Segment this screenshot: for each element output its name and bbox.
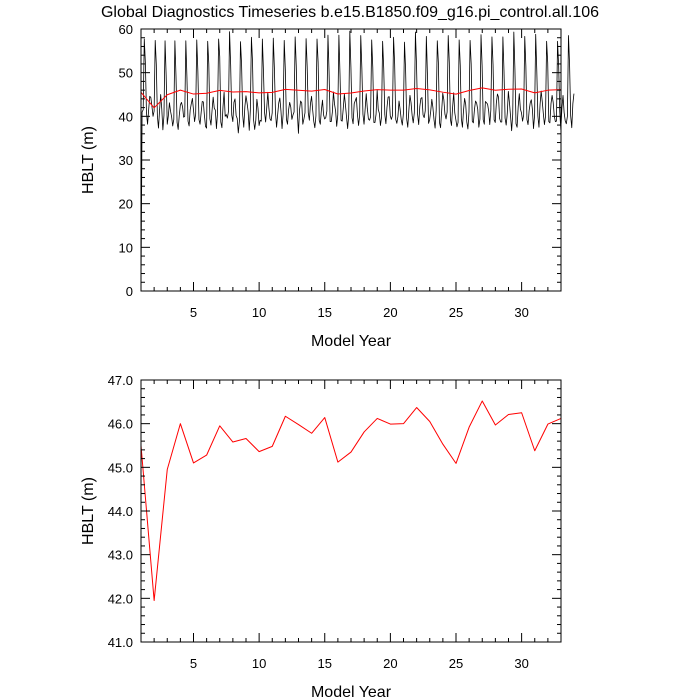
top-y-tick-label: 0 bbox=[126, 284, 133, 299]
top-chart-monthly-series-line bbox=[140, 30, 575, 292]
bottom-y-tick-label: 46.0 bbox=[108, 417, 133, 432]
top-chart-x-axis-label: Model Year bbox=[311, 333, 392, 350]
top-chart-marks bbox=[140, 30, 575, 292]
top-y-tick-label: 20 bbox=[119, 197, 133, 212]
top-x-tick-label: 5 bbox=[190, 305, 197, 320]
bottom-x-tick-label: 25 bbox=[449, 656, 463, 671]
top-chart: 5 10 15 20 25 30 0 10 20 30 40 50 60 HBLT (m) Model … bbox=[80, 22, 575, 350]
bottom-chart-x-axis-label: Model Year bbox=[311, 684, 392, 700]
bottom-chart-y-axis-label: HBLT (m) bbox=[80, 477, 97, 545]
bottom-x-tick-label: 10 bbox=[252, 656, 266, 671]
top-x-tick-label: 10 bbox=[252, 305, 266, 320]
top-y-tick-label: 50 bbox=[119, 66, 133, 81]
bottom-y-tick-label: 42.0 bbox=[108, 591, 133, 606]
bottom-y-tick-label: 45.0 bbox=[108, 460, 133, 475]
top-x-tick-label: 15 bbox=[318, 305, 332, 320]
bottom-y-tick-label: 44.0 bbox=[108, 504, 133, 519]
bottom-x-tick-label: 30 bbox=[514, 656, 528, 671]
bottom-chart-annual-series-line bbox=[140, 400, 562, 602]
top-y-tick-label: 30 bbox=[119, 153, 133, 168]
top-y-tick-label: 60 bbox=[119, 22, 133, 37]
bottom-y-tick-label: 43.0 bbox=[108, 548, 133, 563]
bottom-chart-ticks: 5 10 15 20 25 30 41.0 42.0 43.0 44.0 45.0 46.0 47.0 bbox=[108, 373, 562, 671]
bottom-chart: 5 10 15 20 25 3041.042.043.044.045.046.047.0 … bbox=[80, 373, 562, 700]
bottom-x-tick-label: 5 bbox=[190, 656, 197, 671]
bottom-chart-marks bbox=[140, 400, 562, 602]
top-x-tick-label: 25 bbox=[449, 305, 463, 320]
top-chart-y-axis-label: HBLT (m) bbox=[80, 126, 97, 194]
top-y-tick-label: 10 bbox=[119, 240, 133, 255]
top-chart-annual-series-line bbox=[140, 87, 562, 109]
top-x-tick-label: 30 bbox=[514, 305, 528, 320]
bottom-y-tick-label: 47.0 bbox=[108, 373, 133, 388]
bottom-y-tick-label: 41.0 bbox=[108, 635, 133, 650]
bottom-x-tick-label: 20 bbox=[383, 656, 397, 671]
figure-title: Global Diagnostics Timeseries b.e15.B185… bbox=[101, 4, 599, 21]
top-chart-ticks: 5 10 15 20 25 30 0 10 20 30 40 50 60 bbox=[119, 22, 562, 320]
bottom-x-tick-label: 15 bbox=[318, 656, 332, 671]
top-y-tick-label: 40 bbox=[119, 109, 133, 124]
top-x-tick-label: 20 bbox=[383, 305, 397, 320]
